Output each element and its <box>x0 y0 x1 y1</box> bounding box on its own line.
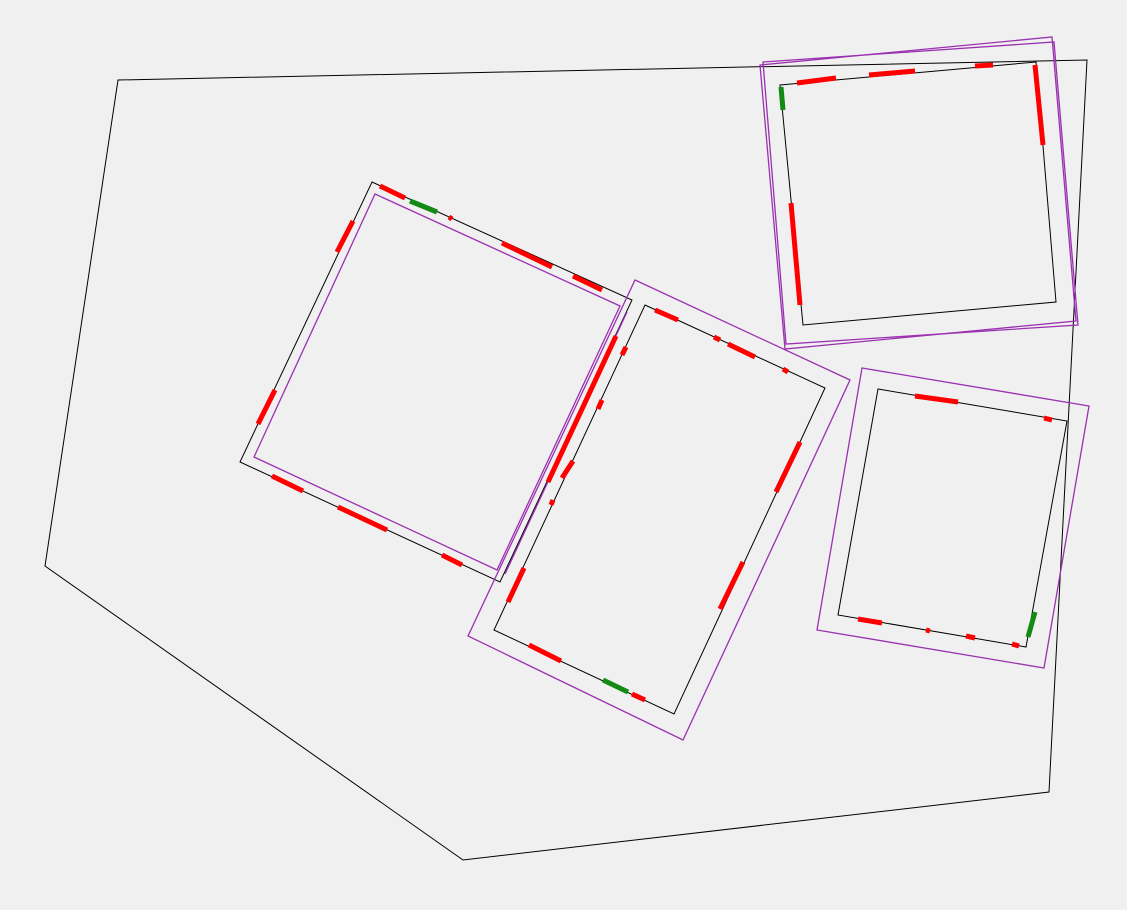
segment <box>654 307 679 323</box>
segment <box>778 86 786 111</box>
segment <box>965 633 976 641</box>
segment <box>712 334 722 343</box>
segment <box>914 393 959 405</box>
segment <box>1011 641 1020 649</box>
segment <box>545 334 619 484</box>
segment <box>726 341 757 360</box>
segment <box>619 345 629 357</box>
offset-outline <box>253 193 621 571</box>
segment <box>548 499 556 506</box>
segment <box>773 440 803 494</box>
segment <box>1043 415 1053 423</box>
segment <box>409 198 438 215</box>
offset-outline <box>816 367 1090 669</box>
segment <box>334 219 356 254</box>
offset-outline <box>467 279 851 741</box>
segment <box>796 75 837 86</box>
segment <box>270 473 305 494</box>
outer-boundary <box>44 59 1088 861</box>
segment <box>595 398 605 411</box>
segment <box>781 366 790 375</box>
segment <box>527 642 563 664</box>
segment <box>1032 64 1046 146</box>
green-segments <box>409 86 1038 695</box>
segment <box>505 566 527 604</box>
segment <box>500 240 554 270</box>
segment <box>559 459 576 480</box>
segment <box>336 504 389 533</box>
rect-outline <box>837 388 1068 648</box>
segment <box>788 202 803 306</box>
segment <box>1025 611 1038 638</box>
rect-outline <box>239 181 633 583</box>
red-segments <box>255 62 1053 703</box>
segment <box>440 552 464 568</box>
offset-outline <box>759 36 1077 350</box>
segment <box>630 691 647 703</box>
segment <box>601 677 630 695</box>
segment <box>717 560 746 611</box>
rect-outline <box>493 304 826 715</box>
segment <box>447 214 454 222</box>
segment <box>378 183 407 201</box>
segment <box>868 68 916 78</box>
segment <box>255 388 278 426</box>
segment <box>974 62 994 69</box>
segment <box>925 627 931 634</box>
segment <box>571 273 604 293</box>
offset-outline <box>762 41 1079 345</box>
segment <box>857 616 883 626</box>
